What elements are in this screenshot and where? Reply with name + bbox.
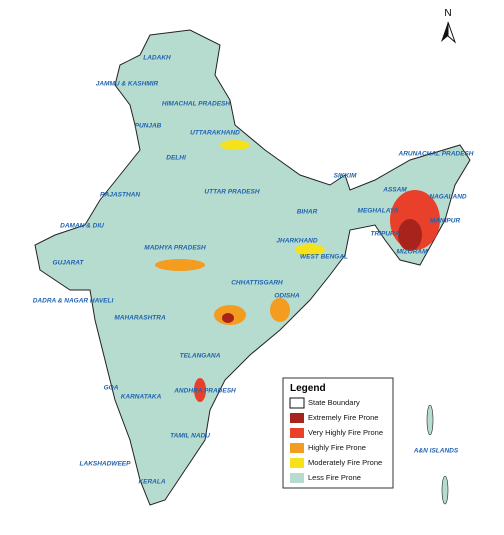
state-label: BIHAR — [297, 209, 318, 216]
state-label: RAJASTHAN — [100, 192, 140, 199]
state-label: WEST BENGAL — [300, 254, 348, 261]
fire-patches — [155, 140, 440, 402]
state-label: LADAKH — [143, 55, 171, 62]
state-label: KARNATAKA — [121, 394, 162, 401]
north-label: N — [444, 8, 451, 19]
fire-patch — [398, 219, 422, 251]
state-label: TELANGANA — [180, 353, 221, 360]
north-arrow: N — [441, 8, 457, 44]
legend-swatch — [290, 443, 304, 453]
legend-label: Extremely Fire Prone — [308, 413, 378, 422]
state-label: JHARKHAND — [276, 238, 317, 245]
fire-patch — [270, 298, 290, 322]
legend-swatch — [290, 458, 304, 468]
state-label: CHHATTISGARH — [231, 280, 283, 287]
fire-patch — [295, 244, 325, 256]
legend-label: Moderately Fire Prone — [308, 458, 382, 467]
state-label: DADRA & NAGAR HAVELI — [33, 298, 114, 305]
island — [441, 475, 449, 505]
state-label: DELHI — [166, 155, 186, 162]
state-label: MEGHALAYA — [358, 208, 399, 215]
state-label: DAMAN & DIU — [60, 223, 104, 230]
fire-patch — [220, 140, 250, 150]
state-label: ODISHA — [274, 293, 300, 300]
islands — [426, 404, 449, 505]
island — [426, 404, 434, 436]
legend-swatch — [290, 413, 304, 423]
arrow-left — [441, 22, 448, 42]
legend-swatch — [290, 428, 304, 438]
state-label: PUNJAB — [135, 123, 162, 130]
state-label: JAMMU & KASHMIR — [96, 81, 159, 88]
fire-patch — [222, 313, 234, 323]
fire-patch — [155, 259, 205, 271]
state-label: SIKKIM — [334, 173, 357, 180]
legend-title: Legend — [290, 383, 326, 394]
legend-label: Highly Fire Prone — [308, 443, 366, 452]
state-label: GUJARAT — [53, 260, 85, 267]
state-label: ANDHRA PRADESH — [173, 388, 236, 395]
state-label: MIZORAM — [396, 249, 428, 256]
legend-label: State Boundary — [308, 398, 360, 407]
state-labels: LADAKH JAMMU & KASHMIR HIMACHAL PRADESH PUN… — [33, 55, 474, 486]
state-label: UTTAR PRADESH — [204, 189, 259, 196]
state-label: ASSAM — [382, 187, 407, 194]
state-label: HIMACHAL PRADESH — [162, 101, 230, 108]
state-label: LAKSHADWEEP — [80, 461, 132, 468]
state-label: ARUNACHAL PRADESH — [398, 151, 474, 158]
state-label: UTTARAKHAND — [190, 130, 240, 137]
india-outline — [34, 29, 471, 506]
state-label: NAGALAND — [429, 194, 466, 201]
legend-swatch — [290, 473, 304, 483]
legend-swatch — [289, 397, 305, 409]
legend-label: Very Highly Fire Prone — [308, 428, 383, 437]
state-label: MANIPUR — [430, 218, 461, 225]
legend-label: Less Fire Prone — [308, 473, 361, 482]
legend: Legend State Boundary Extremely Fire Pron… — [282, 377, 394, 489]
state-label: MAHARASHTRA — [114, 315, 166, 322]
state-label: TRIPURA — [371, 231, 400, 238]
fire-patch — [194, 378, 206, 402]
state-label: MADHYA PRADESH — [144, 245, 206, 252]
state-label: A&N ISLANDS — [413, 448, 459, 455]
state-label: KERALA — [138, 479, 165, 486]
state-label: GOA — [104, 385, 119, 392]
state-label: TAMIL NADU — [170, 433, 210, 440]
arrow-right — [447, 21, 457, 44]
